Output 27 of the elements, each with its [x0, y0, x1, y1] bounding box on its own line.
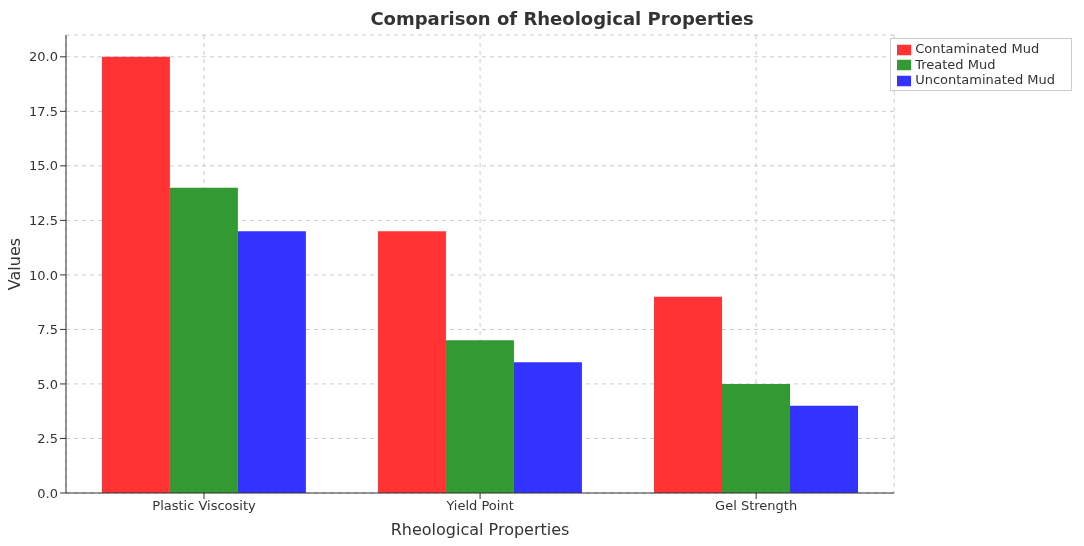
bar — [101, 56, 170, 493]
y-tick-label: 10.0 — [29, 267, 58, 283]
y-tick-label: 17.5 — [29, 103, 58, 119]
legend-label: Contaminated Mud — [915, 41, 1040, 56]
bar — [237, 231, 306, 493]
x-tick-label: Plastic Viscosity — [152, 498, 257, 514]
y-axis-title: Values — [4, 237, 24, 291]
x-tick-label: Gel Strength — [715, 498, 798, 514]
y-tick-label: 7.5 — [37, 322, 58, 338]
y-tick-label: 2.5 — [37, 431, 58, 447]
legend-label: Treated Mud — [915, 56, 996, 72]
y-tick-label: 0.0 — [37, 485, 58, 501]
bar — [377, 231, 446, 493]
x-axis-title: Rheological Properties — [390, 520, 570, 539]
y-tick-label: 12.5 — [29, 213, 58, 228]
bar — [654, 296, 722, 493]
y-tick-label: 5.0 — [37, 376, 58, 392]
chart-title: Comparison of Rheological Properties — [369, 8, 755, 30]
y-tick-label: 15.0 — [29, 158, 58, 174]
legend-label: Uncontaminated Mud — [915, 72, 1055, 87]
bar — [513, 362, 582, 493]
bar — [722, 383, 790, 493]
y-tick-label: 20.0 — [29, 49, 58, 65]
bar — [445, 340, 514, 493]
x-tick-label: Yield Point — [445, 498, 514, 514]
bar — [169, 187, 238, 493]
bar — [790, 405, 858, 493]
